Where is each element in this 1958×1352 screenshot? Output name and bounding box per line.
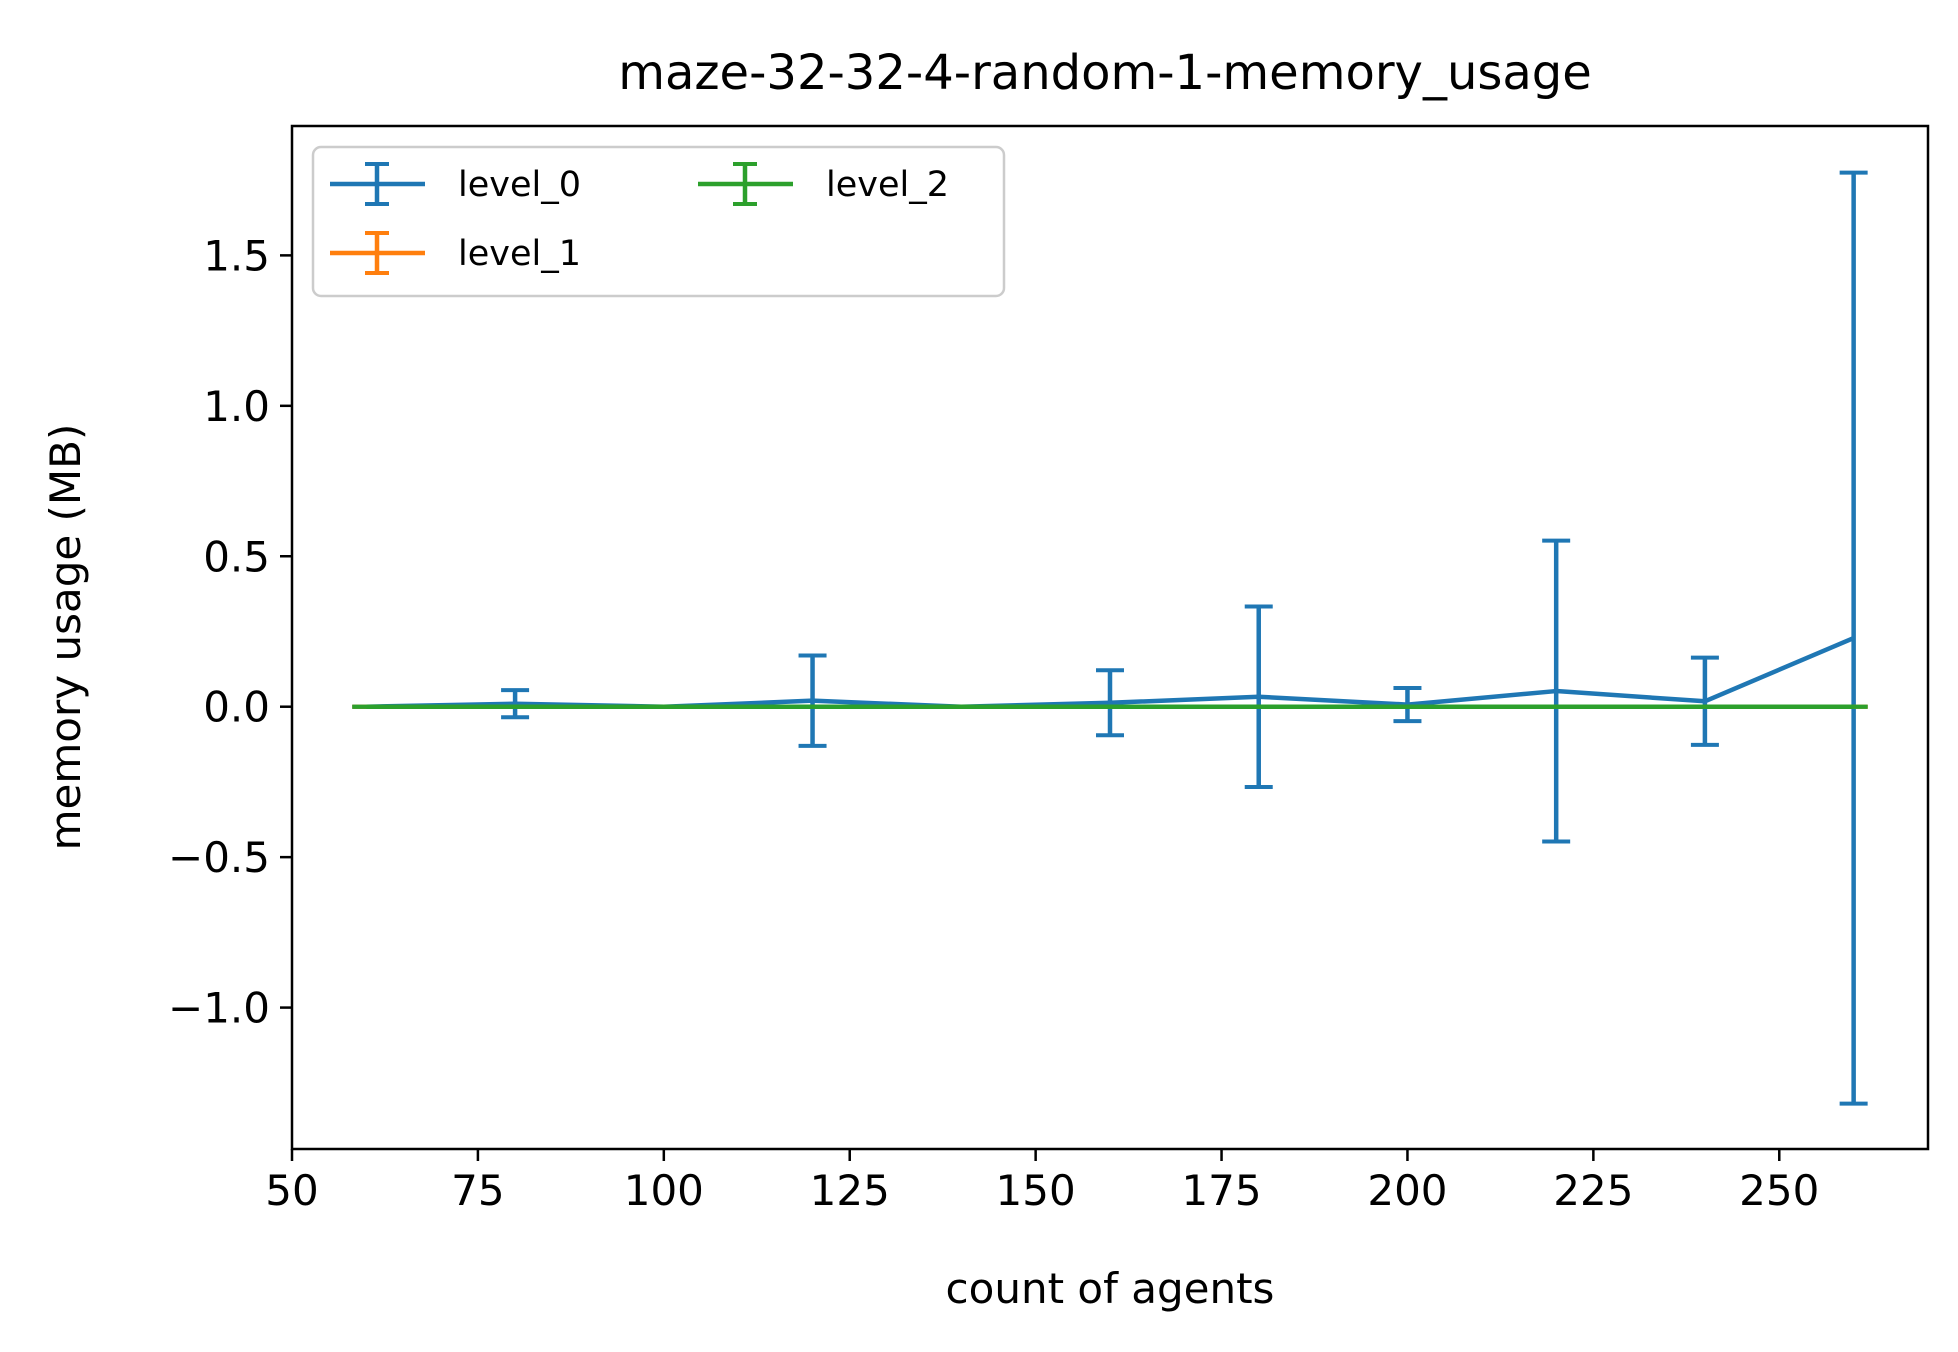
plot-area bbox=[352, 170, 1868, 1106]
legend-item-level_0: level_0 bbox=[330, 162, 581, 206]
x-tick-label: 125 bbox=[810, 1166, 890, 1215]
x-tick-label: 175 bbox=[1181, 1166, 1261, 1215]
x-axis: 50 75 100 125 150 175 200 225 250 bbox=[265, 1149, 1819, 1215]
x-tick-label: 75 bbox=[451, 1166, 504, 1215]
y-tick-label: 0.5 bbox=[203, 532, 270, 581]
chart-title: maze-32-32-4-random-1-memory_usage bbox=[618, 45, 1592, 101]
y-tick-label: −1.0 bbox=[168, 984, 270, 1033]
x-tick-label: 50 bbox=[265, 1166, 318, 1215]
legend-label: level_2 bbox=[826, 165, 949, 205]
legend-label: level_0 bbox=[458, 165, 581, 205]
legend-label: level_1 bbox=[458, 234, 581, 274]
legend-item-level_1: level_1 bbox=[330, 231, 581, 275]
y-tick-label: 1.5 bbox=[203, 231, 270, 280]
plot-frame bbox=[290, 124, 1930, 1151]
x-tick-label: 200 bbox=[1367, 1166, 1447, 1215]
x-tick-label: 100 bbox=[624, 1166, 704, 1215]
x-tick-label: 150 bbox=[996, 1166, 1076, 1215]
x-axis-label: count of agents bbox=[946, 1264, 1275, 1313]
x-tick-label: 250 bbox=[1739, 1166, 1819, 1215]
y-tick-label: 1.0 bbox=[203, 382, 270, 431]
y-tick-label: 0.0 bbox=[203, 683, 270, 732]
y-tick-label: −0.5 bbox=[168, 833, 270, 882]
legend-item-level_2: level_2 bbox=[698, 162, 949, 206]
legend-box bbox=[311, 145, 1006, 298]
x-tick-label: 225 bbox=[1553, 1166, 1633, 1215]
y-axis-label: memory usage (MB) bbox=[41, 424, 90, 851]
legend: level_0 level_1 level_2 bbox=[311, 145, 1006, 298]
y-axis: −1.0 −0.5 0.0 0.5 1.0 1.5 bbox=[168, 231, 292, 1033]
